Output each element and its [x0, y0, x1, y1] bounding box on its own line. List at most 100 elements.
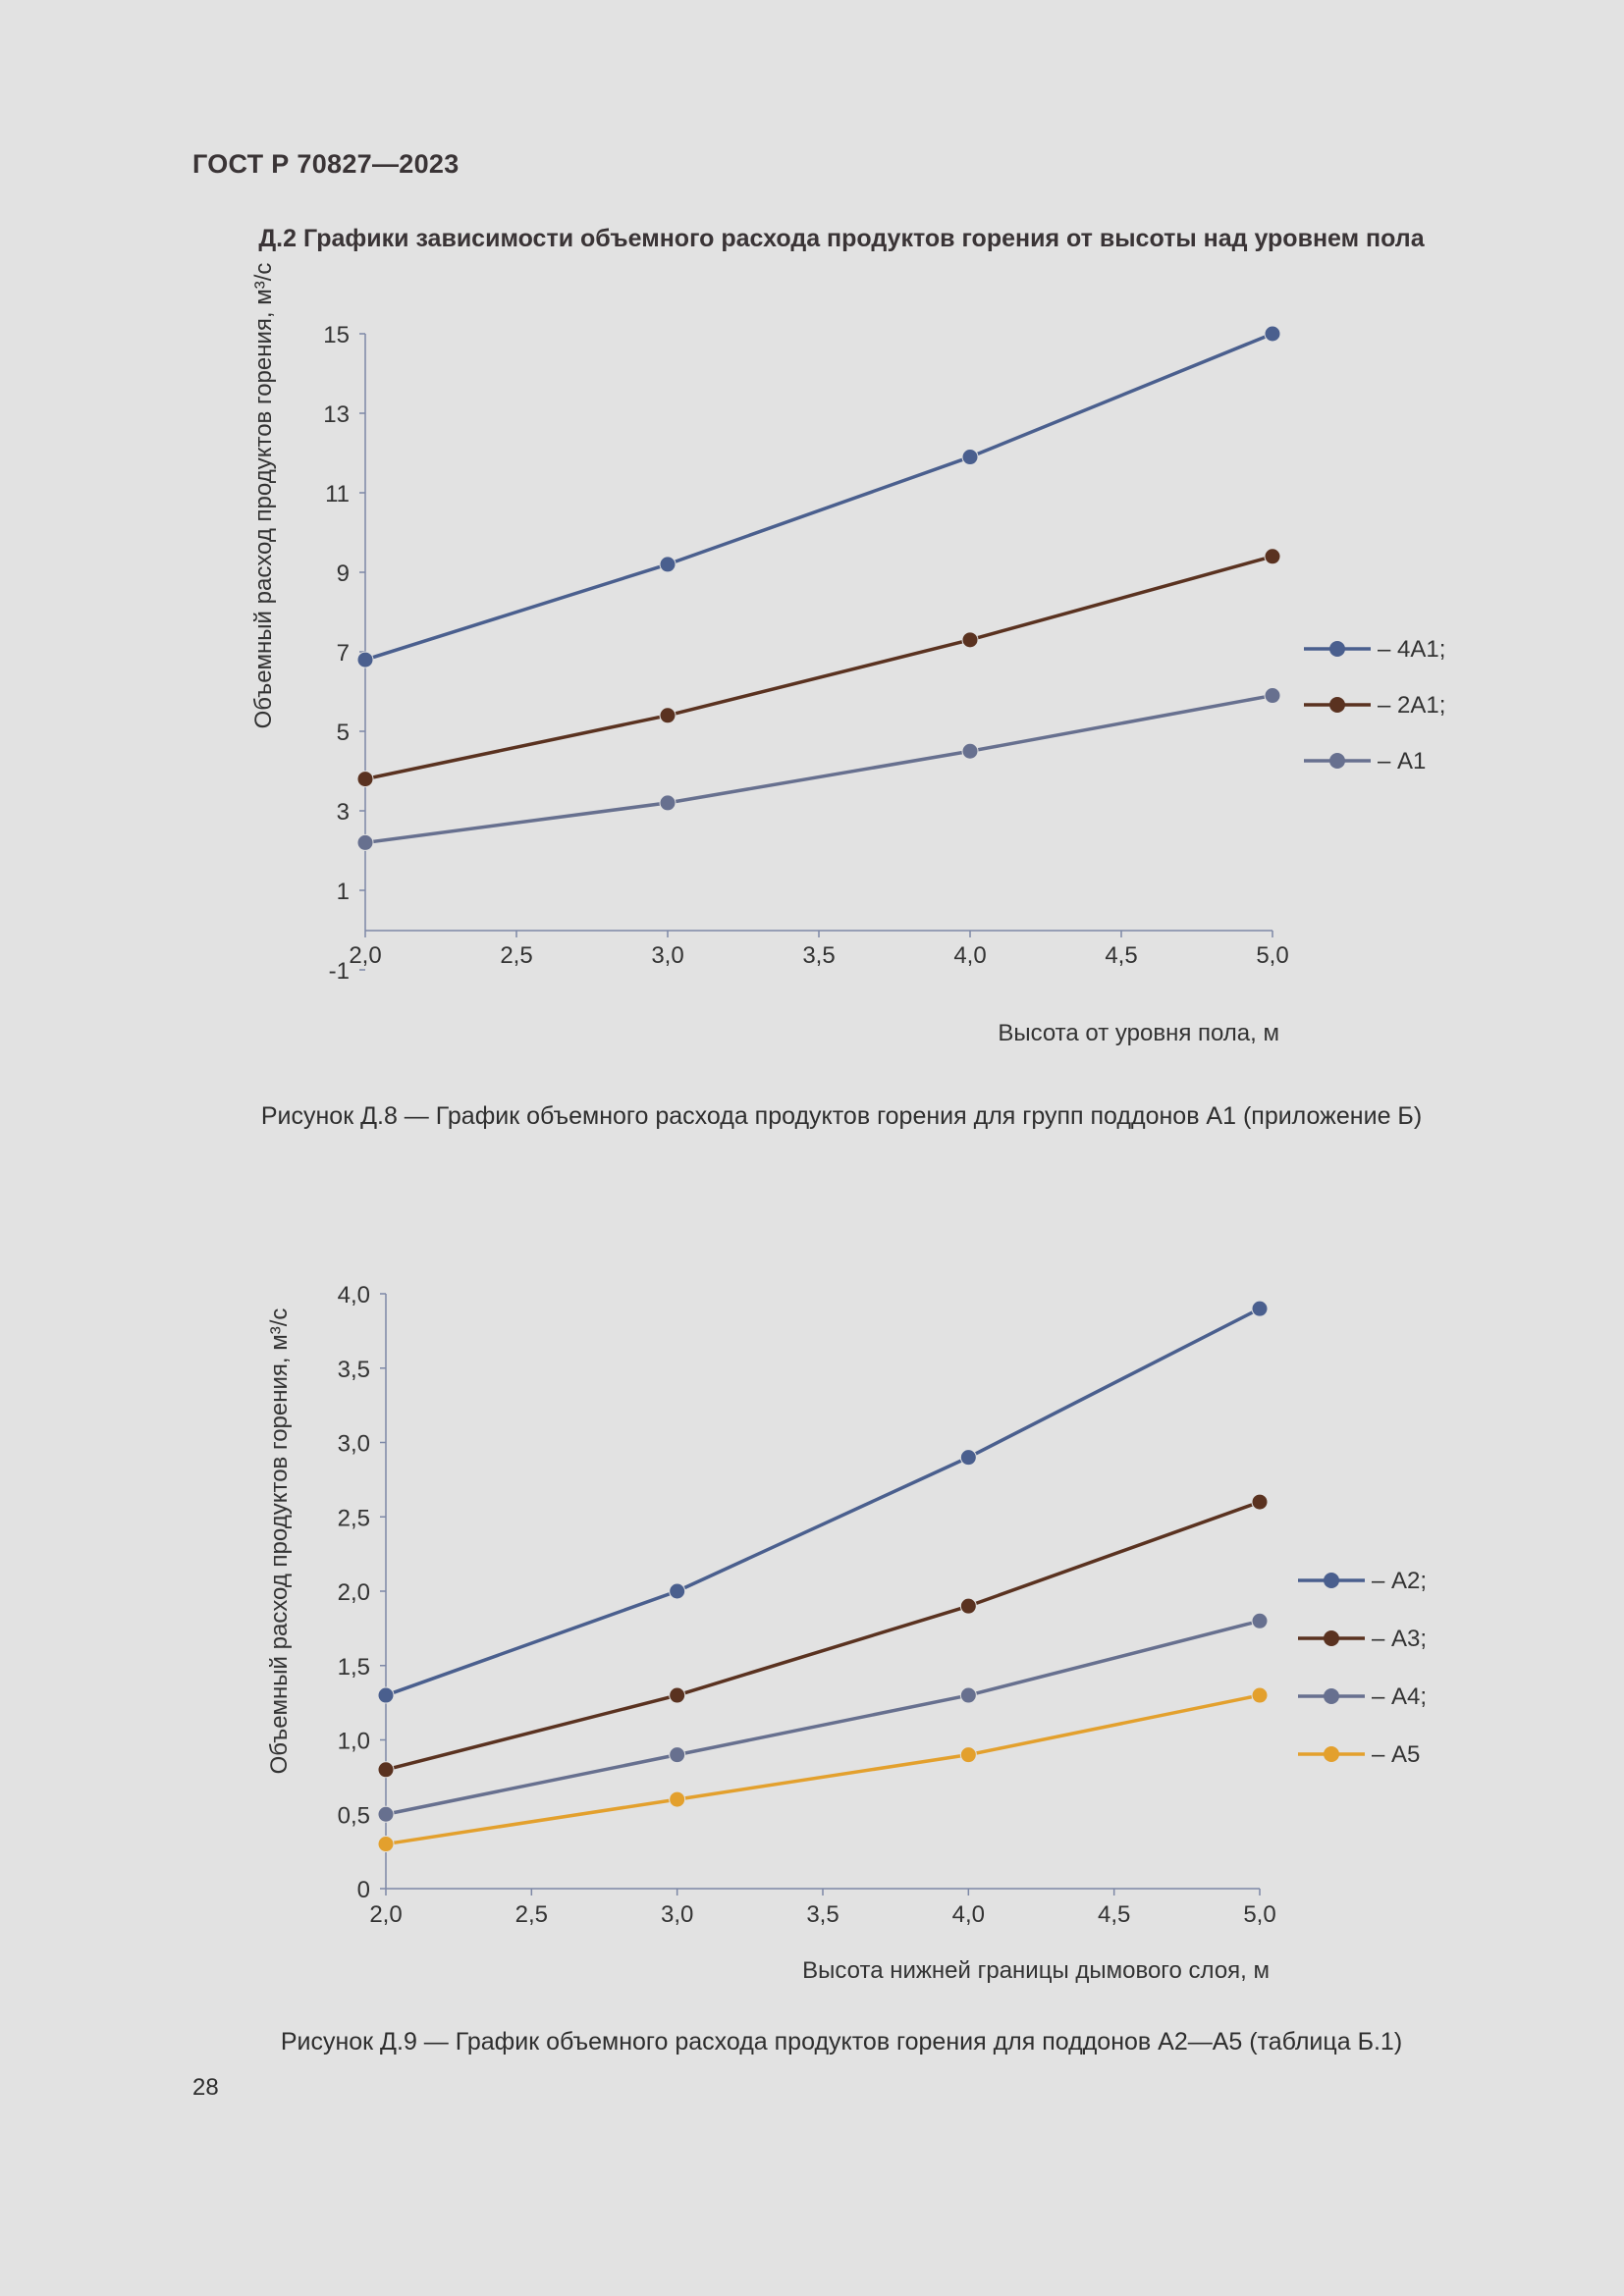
axes: 0 0,5 1,0 1,5 2,0 2,5 3,0 3,5 4,0 2,0 2,5 3,0 3,5 4,0…: [338, 1282, 1276, 1928]
series-1: [377, 1300, 1269, 1704]
data-point: [356, 651, 374, 668]
legend-marker: [1329, 697, 1345, 713]
x-tick-label: 2,5: [500, 942, 532, 969]
x-tick-label: 2,0: [349, 942, 381, 969]
y-tick-label: 4,0: [338, 1282, 370, 1308]
y-axis-label: Объемный расход продуктов горения, м³/с: [250, 263, 277, 729]
x-tick-label: 2,5: [515, 1901, 548, 1928]
series-2: [356, 548, 1281, 788]
data-point: [659, 556, 677, 573]
data-point: [959, 1449, 977, 1467]
x-tick-label: 4,0: [953, 942, 986, 969]
y-tick-label: 7: [337, 640, 350, 667]
data-point: [377, 1761, 395, 1779]
figure-caption-d8: Рисунок Д.8 — График объемного расхода п…: [260, 1102, 1423, 1130]
y-tick-label: 9: [337, 561, 350, 587]
data-point: [1264, 687, 1281, 705]
x-axis-label: Высота нижней границы дымового слоя, м: [802, 1957, 1270, 1984]
series-line: [364, 555, 1273, 781]
data-point: [659, 794, 677, 812]
page-number: 28: [192, 2074, 219, 2101]
x-tick-label: 4,5: [1105, 942, 1137, 969]
x-tick-label: 5,0: [1256, 942, 1288, 969]
legend-label: – А2;: [1372, 1568, 1427, 1594]
y-tick-label: 2,0: [338, 1579, 370, 1606]
data-point: [356, 771, 374, 788]
series-line: [385, 1693, 1261, 1846]
section-title: Д.2 Графики зависимости объемного расход…: [258, 225, 1425, 252]
y-tick-label: 0: [357, 1877, 370, 1903]
legend-label: – А5: [1372, 1741, 1420, 1768]
series-2: [377, 1493, 1269, 1779]
legend-marker: [1329, 753, 1345, 769]
y-tick-label: 13: [323, 401, 350, 428]
x-axis-label: Высота от уровня пола, м: [998, 1020, 1279, 1046]
y-tick-label: 5: [337, 720, 350, 746]
y-tick-label: 3,0: [338, 1431, 370, 1458]
x-tick-label: 3,0: [651, 942, 683, 969]
x-tick-label: 5,0: [1243, 1901, 1275, 1928]
legend-entry: – А2;: [1298, 1568, 1427, 1594]
legend-entry: – А3;: [1298, 1626, 1427, 1652]
series-3: [356, 687, 1281, 851]
y-axis-label: Объемный расход продуктов горения, м³/с: [266, 1308, 293, 1775]
chart-figure-d9: 0 0,5 1,0 1,5 2,0 2,5 3,0 3,5 4,0 2,0 2,5 3,0 3,5 4,0…: [266, 1282, 1427, 1984]
legend-marker: [1324, 1746, 1339, 1762]
data-point: [659, 707, 677, 724]
data-point: [1264, 548, 1281, 565]
data-point: [356, 833, 374, 851]
legend-label: – А3;: [1372, 1626, 1427, 1652]
data-point: [669, 1582, 686, 1600]
legend-entry: – А5: [1298, 1741, 1420, 1768]
x-tick-label: 3,0: [661, 1901, 693, 1928]
legend-entry: – 2А1;: [1304, 692, 1445, 719]
data-point: [1251, 1612, 1269, 1629]
data-point: [959, 1686, 977, 1704]
y-tick-label: -1: [329, 958, 350, 985]
data-point: [1251, 1686, 1269, 1704]
legend-label: – А1: [1378, 748, 1426, 774]
data-point: [377, 1836, 395, 1853]
y-tick-label: 11: [325, 481, 350, 507]
data-point: [377, 1805, 395, 1823]
y-tick-label: 0,5: [338, 1802, 370, 1829]
legend-marker: [1324, 1573, 1339, 1588]
y-tick-label: 1,0: [338, 1729, 370, 1755]
y-tick-label: 1: [337, 879, 350, 905]
series-4: [377, 1686, 1269, 1853]
legend-label: – А4;: [1372, 1683, 1427, 1710]
x-tick-label: 3,5: [802, 942, 835, 969]
y-tick-label: 3,5: [338, 1357, 370, 1383]
document-id: ГОСТ Р 70827—2023: [192, 149, 460, 179]
legend-entry: – А4;: [1298, 1683, 1427, 1710]
data-point: [959, 1746, 977, 1764]
data-point: [961, 631, 979, 649]
data-point: [1251, 1493, 1269, 1511]
legend-marker: [1329, 641, 1345, 657]
data-point: [959, 1597, 977, 1615]
x-tick-label: 4,5: [1098, 1901, 1130, 1928]
y-tick-label: 2,5: [338, 1505, 370, 1531]
data-point: [669, 1746, 686, 1764]
x-tick-label: 3,5: [806, 1901, 839, 1928]
y-tick-label: 15: [323, 322, 350, 348]
data-point: [377, 1686, 395, 1704]
y-tick-label: 1,5: [338, 1654, 370, 1681]
legend-entry: – 4А1;: [1304, 636, 1445, 663]
series-1: [356, 325, 1281, 668]
data-point: [669, 1790, 686, 1808]
series-line: [385, 1619, 1261, 1816]
series-line: [364, 693, 1273, 845]
legend-entry: – А1: [1304, 748, 1426, 774]
legend-label: – 4А1;: [1378, 636, 1445, 663]
series-line: [385, 1307, 1261, 1697]
data-point: [961, 449, 979, 466]
legend-label: – 2А1;: [1378, 692, 1445, 719]
figure-caption-d9: Рисунок Д.9 — График объемного расхода п…: [280, 2028, 1403, 2056]
data-point: [1251, 1300, 1269, 1317]
legend-marker: [1324, 1688, 1339, 1704]
x-tick-label: 2,0: [369, 1901, 402, 1928]
x-tick-label: 4,0: [952, 1901, 985, 1928]
